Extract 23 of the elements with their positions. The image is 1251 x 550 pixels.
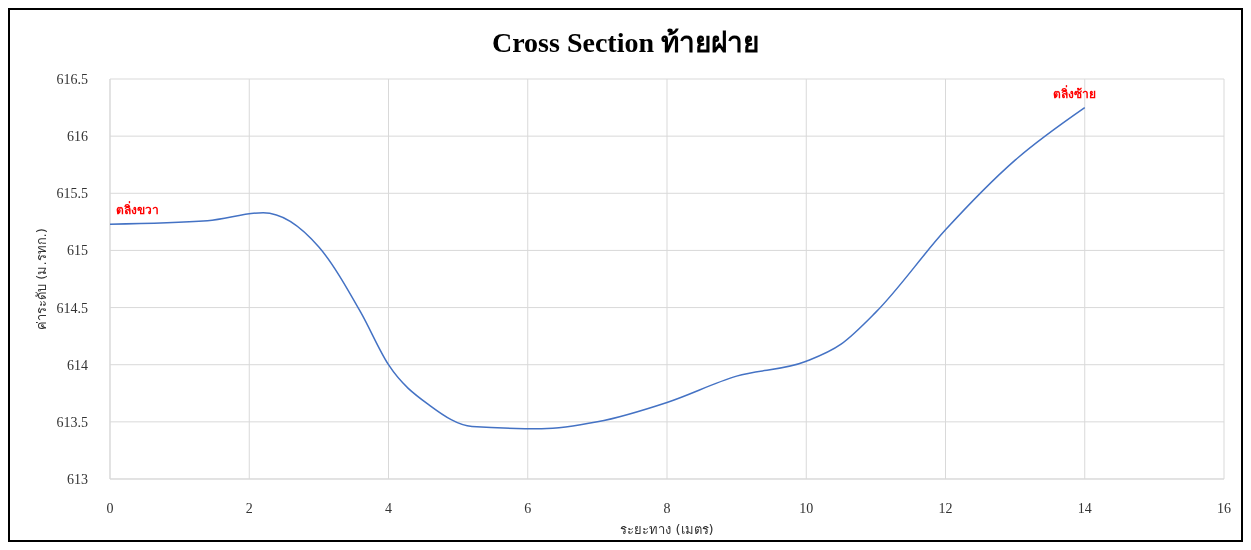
y-tick-label: 615.5 xyxy=(56,186,88,202)
annotation: ตลิ่งขวา xyxy=(116,201,159,218)
annotation: ตลิ่งซ้าย xyxy=(1053,84,1097,101)
line-series xyxy=(109,106,1086,430)
y-tick-label: 615 xyxy=(67,243,88,259)
y-tick-label: 616.5 xyxy=(56,72,88,87)
y-tick-label: 614 xyxy=(67,357,88,373)
x-tick-label: 6 xyxy=(524,501,532,516)
y-tick-label: 614.5 xyxy=(56,300,88,316)
y-tick-label: 613.5 xyxy=(56,414,88,430)
x-tick-label: 0 xyxy=(106,501,114,516)
x-tick-label: 16 xyxy=(1217,501,1231,516)
x-tick-label: 14 xyxy=(1077,501,1092,516)
y-tick-label: 613 xyxy=(67,472,88,487)
x-tick-label: 10 xyxy=(799,501,814,516)
x-axis-title: ระยะทาง (เมตร) xyxy=(620,522,714,537)
y-tick-label: 616 xyxy=(67,129,88,145)
x-tick-label: 12 xyxy=(938,501,953,516)
x-tick-label: 2 xyxy=(245,501,253,516)
chart-title: Cross Section ท้ายฝาย xyxy=(491,27,760,58)
y-axis-title: ค่าระดับ (ม.รทก.) xyxy=(34,228,49,330)
x-tick-label: 4 xyxy=(385,501,392,516)
x-tick-label: 8 xyxy=(663,501,671,516)
